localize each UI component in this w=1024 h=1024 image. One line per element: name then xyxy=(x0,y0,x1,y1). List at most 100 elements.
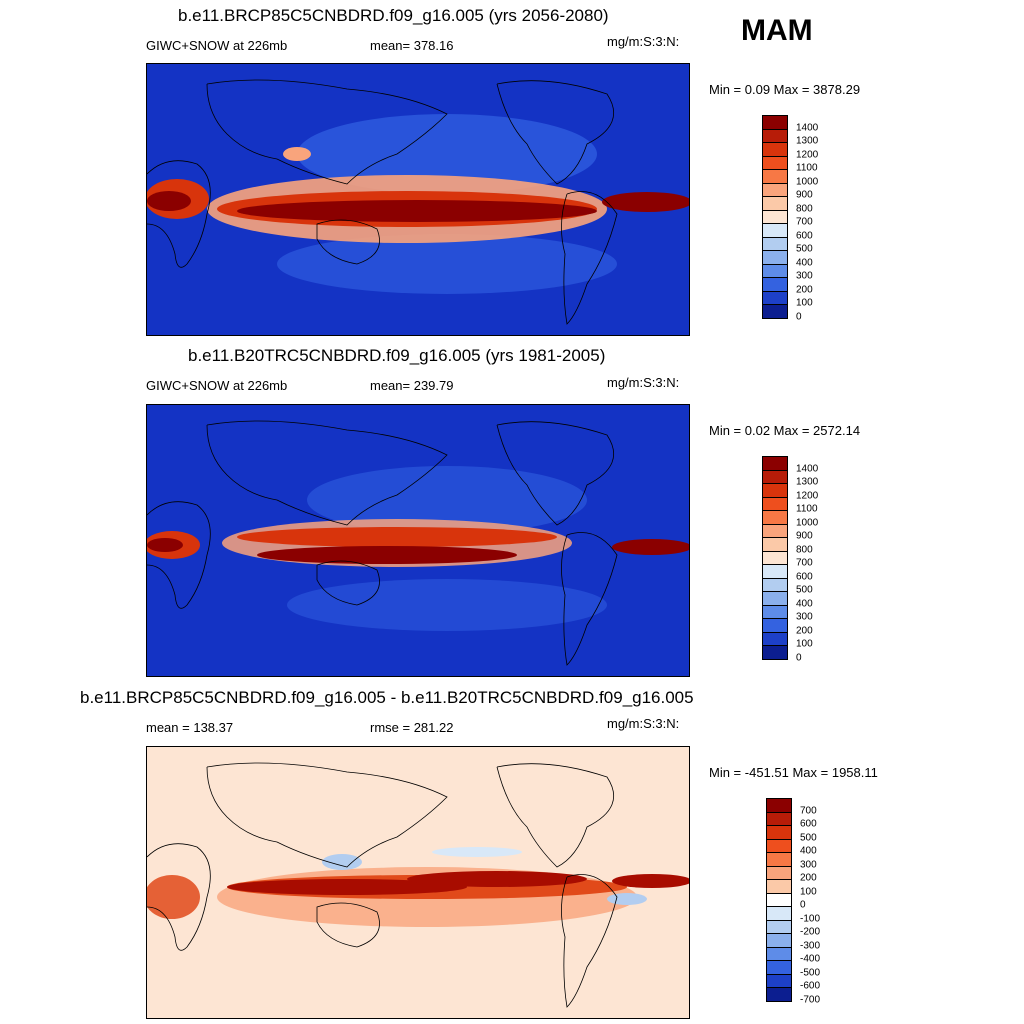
colorbar-tick-label: 400 xyxy=(796,257,813,269)
panel-3-negative-patch-indian xyxy=(322,854,362,870)
colorbar-tick-label: 100 xyxy=(796,297,813,309)
panel-2-colorbar: 1400 1300 1200 1100 1000 900 800 700 600 500 400 30… xyxy=(762,456,872,671)
colorbar-tick-label: 400 xyxy=(796,598,813,610)
colorbar-tick-label: 1300 xyxy=(796,476,819,488)
colorbar-swatch xyxy=(762,290,788,305)
colorbar-swatch xyxy=(762,591,788,606)
colorbar-swatch xyxy=(762,523,788,538)
panel-2-africa-core xyxy=(147,538,183,552)
panel-2-mean-label: mean= 239.79 xyxy=(370,378,454,393)
colorbar-tick-label: 0 xyxy=(800,899,806,911)
colorbar-tick-label: -100 xyxy=(800,913,821,925)
colorbar-swatch xyxy=(762,604,788,619)
panel-1-itcz-core xyxy=(237,200,597,222)
panel-3-negative-patch-pacific xyxy=(432,847,522,857)
panel-1-minmax-label: Min = 0.09 Max = 3878.29 xyxy=(709,82,861,97)
panel-1-title: b.e11.BRCP85C5CNBDRD.f09_g16.005 (yrs 20… xyxy=(178,6,609,25)
panel-1-coastlines xyxy=(147,79,618,325)
colorbar-swatch xyxy=(762,496,788,511)
panel-1-variable-label: GIWC+SNOW at 226mb xyxy=(146,38,288,53)
panel-3-itcz-core-east xyxy=(407,871,587,887)
colorbar-swatch xyxy=(762,483,788,498)
colorbar-tick-label: 500 xyxy=(800,832,817,844)
colorbar-tick-label: 1400 xyxy=(796,463,819,475)
colorbar-tick-label: 900 xyxy=(796,530,813,542)
colorbar-swatch xyxy=(766,987,792,1002)
panel-3-itcz-core-west xyxy=(227,879,467,895)
panel-2-atlantic-band xyxy=(612,539,689,555)
colorbar-swatch xyxy=(766,892,792,907)
panel-2-variable-label: GIWC+SNOW at 226mb xyxy=(146,378,288,393)
colorbar-swatch xyxy=(762,250,788,265)
colorbar-tick-label: 900 xyxy=(796,189,813,201)
colorbar-tick-label: 800 xyxy=(796,544,813,556)
panel-1-units-label: mg/m:S:3:N: xyxy=(607,34,680,49)
colorbar-tick-label: 500 xyxy=(796,584,813,596)
panel-2-storm-track-north xyxy=(307,466,587,534)
colorbar-tick-label: 700 xyxy=(796,216,813,228)
panel-1-mean-label: mean= 378.16 xyxy=(370,38,454,53)
colorbar-tick-label: 1400 xyxy=(796,122,819,134)
colorbar-swatch xyxy=(766,919,792,934)
colorbar-swatch xyxy=(766,811,792,826)
season-label: MAM xyxy=(741,14,813,47)
colorbar-tick-label: 0 xyxy=(796,311,802,323)
panel-2-coastlines xyxy=(147,420,618,666)
colorbar-swatch xyxy=(762,645,788,660)
colorbar-tick-label: 400 xyxy=(800,845,817,857)
colorbar-swatch xyxy=(766,865,792,880)
colorbar-tick-label: 1100 xyxy=(796,162,818,174)
colorbar-tick-label: -600 xyxy=(800,980,821,992)
colorbar-swatch xyxy=(762,577,788,592)
colorbar-swatch xyxy=(762,631,788,646)
colorbar-tick-label: 1100 xyxy=(796,503,818,515)
panel-3-title: b.e11.BRCP85C5CNBDRD.f09_g16.005 - b.e11… xyxy=(80,688,694,707)
panel-1-storm-track-south xyxy=(277,234,617,294)
colorbar-swatch xyxy=(762,304,788,319)
colorbar-tick-label: 800 xyxy=(796,203,813,215)
panel-1-colorbar: 1400 1300 1200 1100 1000 900 800 700 600 500 400 30… xyxy=(762,115,872,330)
panel-2-title: b.e11.B20TRC5CNBDRD.f09_g16.005 (yrs 198… xyxy=(188,346,606,365)
colorbar-swatch xyxy=(762,196,788,211)
panel-3-colorbar: 700 600 500 400 300 200 100 0 -100 -200 -300 -400 -5… xyxy=(766,798,876,1013)
colorbar-swatch xyxy=(766,906,792,921)
colorbar-tick-label: 600 xyxy=(800,818,817,830)
panel-3-rmse-label: rmse = 281.22 xyxy=(370,720,454,735)
colorbar-swatch xyxy=(762,263,788,278)
panel-1-map xyxy=(146,63,690,336)
panel-2-itcz-north xyxy=(237,527,557,547)
panel-3-negative-patch-atlantic xyxy=(607,893,647,905)
panel-3-coastlines xyxy=(147,762,618,1008)
panel-1-africa-core xyxy=(147,191,191,211)
colorbar-tick-label: -700 xyxy=(800,994,821,1006)
colorbar-tick-label: 100 xyxy=(796,638,813,650)
colorbar-tick-label: 300 xyxy=(796,270,813,282)
colorbar-tick-label: 700 xyxy=(796,557,813,569)
colorbar-swatch xyxy=(762,209,788,224)
colorbar-tick-label: -400 xyxy=(800,953,821,965)
colorbar-swatch xyxy=(766,825,792,840)
colorbar-tick-label: 200 xyxy=(796,625,813,637)
colorbar-tick-label: 700 xyxy=(800,805,817,817)
colorbar-tick-label: -500 xyxy=(800,967,821,979)
colorbar-swatch xyxy=(762,128,788,143)
colorbar-tick-label: 600 xyxy=(796,230,813,242)
colorbar-swatch xyxy=(762,223,788,238)
colorbar-tick-label: 200 xyxy=(800,872,817,884)
colorbar-swatch xyxy=(762,155,788,170)
panel-1-tibet-patch xyxy=(283,147,311,161)
panel-3-minmax-label: Min = -451.51 Max = 1958.11 xyxy=(709,765,878,780)
colorbar-tick-label: 1200 xyxy=(796,149,819,161)
colorbar-swatch xyxy=(766,946,792,961)
colorbar-tick-label: 200 xyxy=(796,284,813,296)
colorbar-tick-label: 1000 xyxy=(796,517,819,529)
colorbar-swatch xyxy=(762,115,788,130)
colorbar-swatch xyxy=(762,142,788,157)
colorbar-tick-label: 500 xyxy=(796,243,813,255)
colorbar-swatch xyxy=(762,169,788,184)
colorbar-swatch xyxy=(762,537,788,552)
colorbar-tick-label: 1200 xyxy=(796,490,819,502)
colorbar-swatch xyxy=(766,838,792,853)
colorbar-tick-label: 600 xyxy=(796,571,813,583)
colorbar-swatch xyxy=(762,618,788,633)
